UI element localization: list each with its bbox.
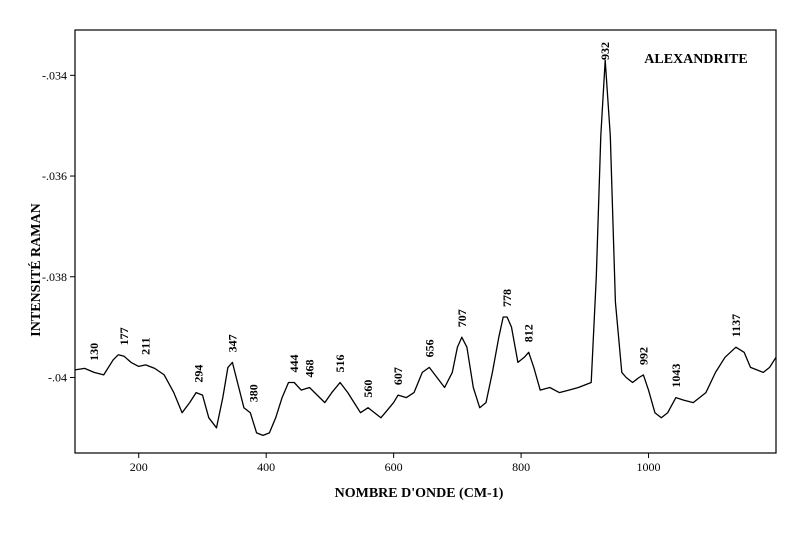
peak-label: 468 [303, 360, 317, 378]
peak-label: 707 [455, 309, 469, 327]
peak-label: 656 [422, 339, 436, 357]
y-tick-label: -.04 [48, 370, 67, 384]
series-layer [74, 59, 777, 437]
peak-labels-layer: 130 177 211 294 347 380 444 468 516 560 607 656 707 7… [87, 42, 743, 402]
peak-label: 1137 [729, 314, 743, 337]
peak-label: 516 [333, 355, 347, 373]
peak-label: 560 [361, 380, 375, 398]
y-tick-label: -.036 [42, 169, 67, 183]
chart-title: ALEXANDRITE [644, 52, 747, 67]
spectrum-line [74, 59, 777, 437]
x-tick-label: 200 [130, 460, 148, 474]
peak-label: 812 [522, 324, 536, 342]
peak-label: 130 [87, 343, 101, 361]
peak-label: 444 [287, 355, 301, 373]
peak-label: 607 [391, 367, 405, 385]
peak-label: 380 [246, 384, 260, 402]
x-tick-label: 600 [385, 460, 403, 474]
peak-label: 177 [117, 327, 131, 345]
peak-label: 294 [192, 365, 206, 383]
peak-label: 932 [598, 42, 612, 60]
peak-label: 347 [225, 334, 239, 352]
ticks-layer: 200 400 600 800 1000 -.034 -.036 -.038 -.04 [42, 68, 661, 474]
x-axis-title: NOMBRE D'ONDE (CM-1) [335, 486, 504, 501]
y-tick-label: -.038 [42, 270, 67, 284]
peak-label: 1043 [669, 364, 683, 388]
peak-label: 211 [139, 338, 153, 355]
x-tick-label: 800 [512, 460, 530, 474]
axes-layer [74, 29, 777, 454]
x-tick-label: 400 [257, 460, 275, 474]
peak-label: 992 [636, 347, 650, 365]
x-tick-label: 1000 [637, 460, 661, 474]
peak-label: 778 [500, 289, 514, 307]
y-axis-title: INTENSITÉ RAMAN [27, 203, 44, 336]
plot-frame [74, 29, 777, 454]
y-tick-label: -.034 [42, 68, 67, 82]
